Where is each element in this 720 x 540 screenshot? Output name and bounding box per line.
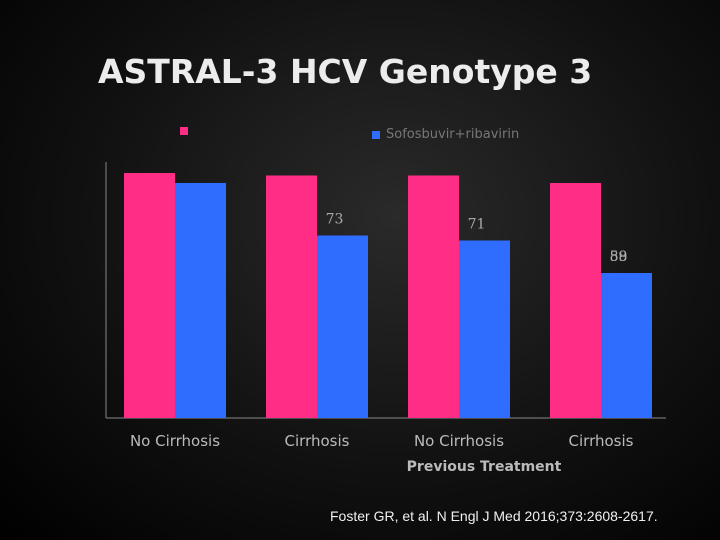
- bar-s2-c1: [175, 183, 226, 418]
- legend-swatch-pink: [180, 127, 188, 135]
- x-tick-label-1: No Cirrhosis: [130, 432, 220, 450]
- bars-layer: [105, 162, 666, 419]
- x-tick-label-3: No Cirrhosis: [414, 432, 504, 450]
- x-tick-label-2: Cirrhosis: [285, 432, 350, 450]
- x-tick-label-4: Cirrhosis: [569, 432, 634, 450]
- chart-title: ASTRAL-3 HCV Genotype 3: [98, 52, 593, 91]
- data-label-3: 71: [468, 217, 486, 233]
- labels-layer: 89 73 71 58 No Cirrhosis Cirrhosis No Cirrhosi…: [130, 212, 634, 476]
- data-label-4: 58: [610, 249, 628, 265]
- bar-s2-c2: [317, 235, 368, 418]
- legend-label-series-2: Sofosbuvir+ribavirin: [386, 127, 520, 142]
- bar-s1-c2: [266, 175, 317, 418]
- x-group-label: Previous Treatment: [407, 459, 562, 475]
- citation: Foster GR, et al. N Engl J Med 2016;373:…: [330, 508, 658, 524]
- bar-s2-c3: [459, 240, 510, 418]
- legend-item-series-2: Sofosbuvir+ribavirin: [372, 127, 519, 142]
- data-label-1: 89: [610, 249, 628, 265]
- bar-s2-c4: [601, 273, 652, 418]
- data-label-2: 73: [326, 212, 344, 228]
- bar-s1-c4: [550, 183, 601, 418]
- legend-item-series-1: [180, 127, 194, 135]
- bar-s1-c1: [124, 173, 175, 418]
- legend-swatch-blue: [372, 130, 380, 139]
- bar-s1-c3: [408, 175, 459, 418]
